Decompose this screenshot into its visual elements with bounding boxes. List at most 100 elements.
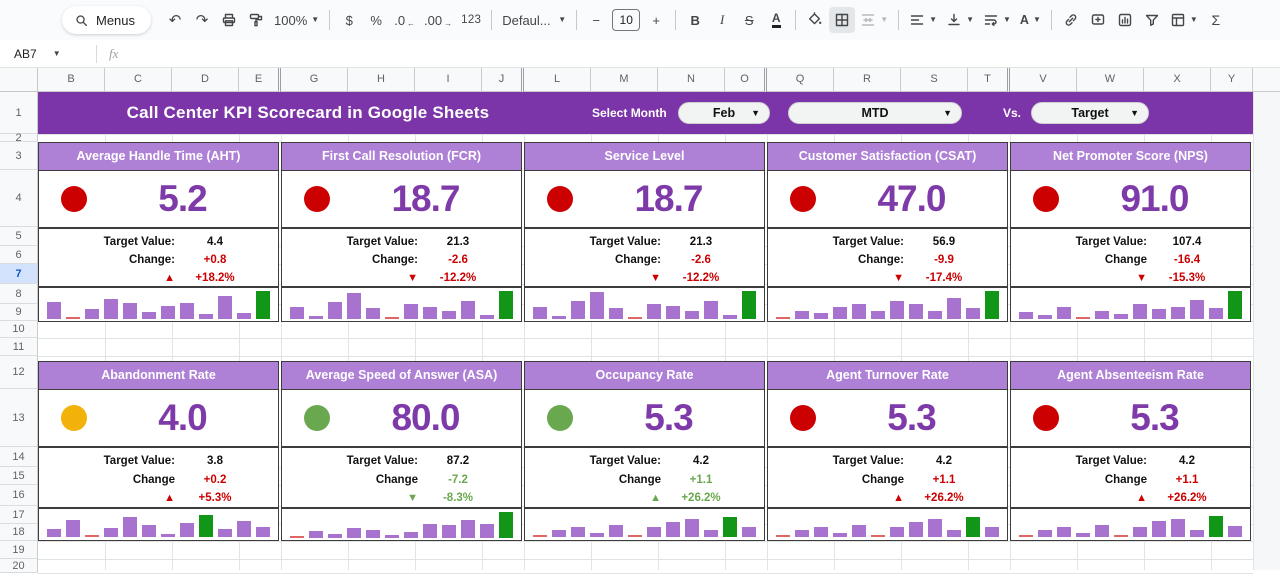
row-header-3[interactable]: 3: [0, 142, 38, 170]
sparkline-bar: [480, 315, 494, 319]
redo-button[interactable]: ↷: [189, 7, 215, 33]
more-formats-icon: 123: [461, 14, 482, 26]
row-header-8[interactable]: 8: [0, 284, 38, 304]
column-header-Q[interactable]: Q: [767, 68, 834, 92]
row-header-20[interactable]: 20: [0, 559, 38, 573]
month-dropdown[interactable]: Feb ▼: [678, 102, 770, 124]
functions-button[interactable]: Σ: [1203, 7, 1229, 33]
kpi-card: Agent Absenteeism Rate 5.3 Target Value:…: [1010, 361, 1251, 541]
row-header-17[interactable]: 17: [0, 506, 38, 524]
row-header-10[interactable]: 10: [0, 321, 38, 338]
vertical-align-button[interactable]: ▼: [942, 7, 978, 33]
horizontal-align-button[interactable]: ▼: [905, 7, 941, 33]
row-header-5[interactable]: 5: [0, 227, 38, 246]
decrease-font-size-button[interactable]: −: [583, 7, 609, 33]
insert-chart-button[interactable]: [1112, 7, 1138, 33]
column-header-H[interactable]: H: [348, 68, 415, 92]
column-header-V[interactable]: V: [1010, 68, 1077, 92]
table-views-button[interactable]: ▼: [1166, 7, 1202, 33]
more-formats-button[interactable]: 123: [457, 7, 485, 33]
create-filter-button[interactable]: [1139, 7, 1165, 33]
text-rotation-button[interactable]: A ▼: [1016, 7, 1045, 33]
column-header-G[interactable]: G: [281, 68, 348, 92]
insert-comment-button[interactable]: [1085, 7, 1111, 33]
text-wrap-button[interactable]: ▼: [979, 7, 1015, 33]
sparkline-bar: [795, 311, 809, 319]
row-header-12[interactable]: 12: [0, 356, 38, 389]
column-header-X[interactable]: X: [1144, 68, 1211, 92]
italic-button[interactable]: I: [709, 7, 735, 33]
column-header-Y[interactable]: Y: [1211, 68, 1253, 92]
column-header-T[interactable]: T: [968, 68, 1010, 92]
column-header-S[interactable]: S: [901, 68, 968, 92]
sparkline-bar: [366, 530, 380, 538]
column-header-E[interactable]: E: [239, 68, 281, 92]
column-header-L[interactable]: L: [524, 68, 591, 92]
currency-icon: $: [345, 12, 353, 28]
borders-icon: [836, 13, 849, 27]
column-header-O[interactable]: O: [725, 68, 767, 92]
row-header-9[interactable]: 9: [0, 304, 38, 321]
target-value: 107.4: [1172, 235, 1202, 248]
row-header-11[interactable]: 11: [0, 338, 38, 356]
gridline: [281, 92, 282, 570]
change-label: Change: [132, 474, 175, 486]
column-header-N[interactable]: N: [658, 68, 725, 92]
paint-format-button[interactable]: [243, 7, 269, 33]
row-header-15[interactable]: 15: [0, 467, 38, 485]
row-header-13[interactable]: 13: [0, 389, 38, 447]
row-header-18[interactable]: 18: [0, 524, 38, 541]
fill-color-button[interactable]: [802, 7, 828, 33]
menus-button[interactable]: Menus: [62, 6, 152, 34]
format-currency-button[interactable]: $: [336, 7, 362, 33]
borders-button[interactable]: [829, 7, 856, 33]
sparkline-chart: [768, 286, 1007, 322]
font-size-input[interactable]: 10: [612, 9, 641, 31]
kpi-value: 5.3: [644, 397, 693, 438]
kpi-card-title: Agent Turnover Rate: [768, 362, 1007, 390]
decrease-decimal-button[interactable]: .0 ←: [390, 7, 419, 33]
insert-link-button[interactable]: [1058, 7, 1084, 33]
kpi-value-row: 18.7: [525, 171, 764, 227]
select-month-label: Select Month: [592, 106, 667, 120]
column-header-J[interactable]: J: [482, 68, 524, 92]
gridline: [1010, 92, 1011, 570]
strikethrough-button[interactable]: S: [736, 7, 762, 33]
row-header-7[interactable]: 7: [0, 264, 38, 284]
column-header-C[interactable]: C: [105, 68, 172, 92]
zoom-select[interactable]: 100% ▼: [270, 7, 323, 33]
increase-decimal-button[interactable]: .00 →: [420, 7, 456, 33]
print-button[interactable]: [216, 7, 242, 33]
comment-icon: [1091, 14, 1105, 25]
merge-cells-button[interactable]: ▼: [856, 7, 892, 33]
gridline: [1253, 92, 1254, 570]
row-header-19[interactable]: 19: [0, 541, 38, 559]
column-header-B[interactable]: B: [38, 68, 105, 92]
undo-button[interactable]: ↶: [162, 7, 188, 33]
row-header-4[interactable]: 4: [0, 170, 38, 227]
row-header-1[interactable]: 1: [0, 92, 38, 134]
sparkline-bar: [704, 301, 718, 319]
bold-button[interactable]: B: [682, 7, 708, 33]
name-box[interactable]: AB7 ▼: [0, 47, 96, 61]
kpi-card-title: Agent Absenteeism Rate: [1011, 362, 1250, 390]
column-header-W[interactable]: W: [1077, 68, 1144, 92]
font-select[interactable]: Defaul... ▼: [498, 7, 570, 33]
text-color-button[interactable]: A: [763, 7, 789, 33]
column-header-I[interactable]: I: [415, 68, 482, 92]
select-all-corner[interactable]: [0, 68, 38, 92]
row-header-16[interactable]: 16: [0, 485, 38, 506]
column-header-D[interactable]: D: [172, 68, 239, 92]
target-row: Target Value: 4.4: [39, 232, 278, 251]
column-header-M[interactable]: M: [591, 68, 658, 92]
sparkline-chart: [1011, 286, 1250, 322]
column-header-R[interactable]: R: [834, 68, 901, 92]
row-header-2[interactable]: 2: [0, 132, 38, 144]
increase-font-size-button[interactable]: +: [643, 7, 669, 33]
row-header-14[interactable]: 14: [0, 447, 38, 467]
format-percent-button[interactable]: %: [363, 7, 389, 33]
compare-dropdown[interactable]: Target ▼: [1031, 102, 1149, 124]
period-dropdown[interactable]: MTD ▼: [788, 102, 962, 124]
row-header-6[interactable]: 6: [0, 246, 38, 264]
